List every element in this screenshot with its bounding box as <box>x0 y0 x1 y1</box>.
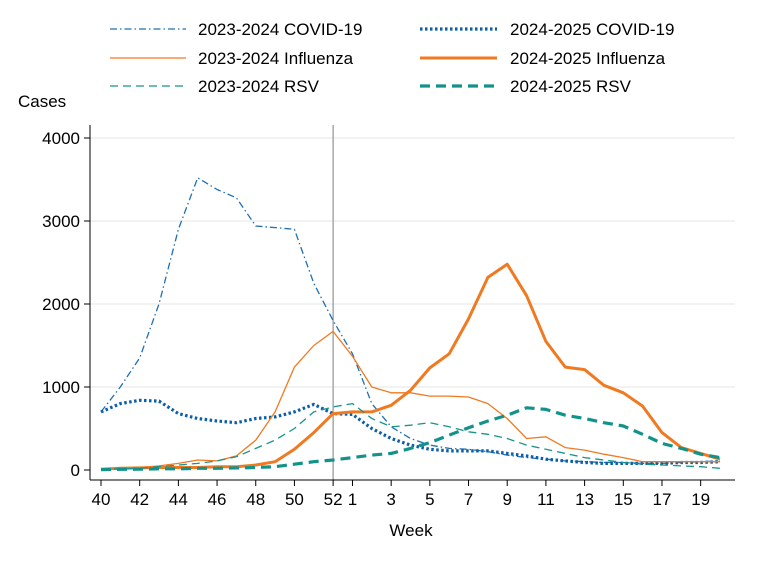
x-tick-label-19: 19 <box>691 490 710 509</box>
series-line-5 <box>100 406 721 472</box>
x-tick-label-48: 48 <box>246 490 265 509</box>
legend-label-4: 2023-2024 RSV <box>198 77 320 96</box>
y-tick-label-0: 0 <box>71 461 80 480</box>
x-tick-label-50: 50 <box>285 490 304 509</box>
y-axis-title: Cases <box>18 92 66 111</box>
series-line-3 <box>100 262 721 471</box>
legend-label-0: 2023-2024 COVID-19 <box>198 20 362 39</box>
y-tick-label-2000: 2000 <box>42 295 80 314</box>
legend-label-1: 2024-2025 COVID-19 <box>510 20 674 39</box>
series-line-1 <box>100 398 721 465</box>
series-line-4 <box>100 402 721 470</box>
y-tick-label-1000: 1000 <box>42 378 80 397</box>
x-tick-label-1: 1 <box>348 490 357 509</box>
legend-label-2: 2023-2024 Influenza <box>198 49 354 68</box>
series-line-2 <box>100 330 720 470</box>
legend-label-5: 2024-2025 RSV <box>510 77 632 96</box>
x-tick-label-13: 13 <box>575 490 594 509</box>
x-tick-label-15: 15 <box>614 490 633 509</box>
y-tick-label-4000: 4000 <box>42 129 80 148</box>
x-tick-label-52: 52 <box>324 490 343 509</box>
series-line-0 <box>100 177 721 465</box>
x-tick-label-11: 11 <box>537 490 555 509</box>
x-tick-label-46: 46 <box>208 490 227 509</box>
x-tick-label-40: 40 <box>92 490 111 509</box>
x-tick-label-7: 7 <box>464 490 473 509</box>
x-tick-label-3: 3 <box>386 490 395 509</box>
series-lines <box>100 177 721 472</box>
x-tick-label-44: 44 <box>169 490 188 509</box>
legend-label-3: 2024-2025 Influenza <box>510 49 666 68</box>
x-tick-label-5: 5 <box>425 490 434 509</box>
y-tick-label-3000: 3000 <box>42 212 80 231</box>
legend: 2023-2024 COVID-19 2024-2025 COVID-19 2023… <box>110 20 674 96</box>
x-tick-label-17: 17 <box>653 490 672 509</box>
x-tick-label-42: 42 <box>130 490 149 509</box>
x-tick-label-9: 9 <box>502 490 511 509</box>
x-axis-title: Week <box>389 521 433 540</box>
grid-lines <box>90 137 735 388</box>
